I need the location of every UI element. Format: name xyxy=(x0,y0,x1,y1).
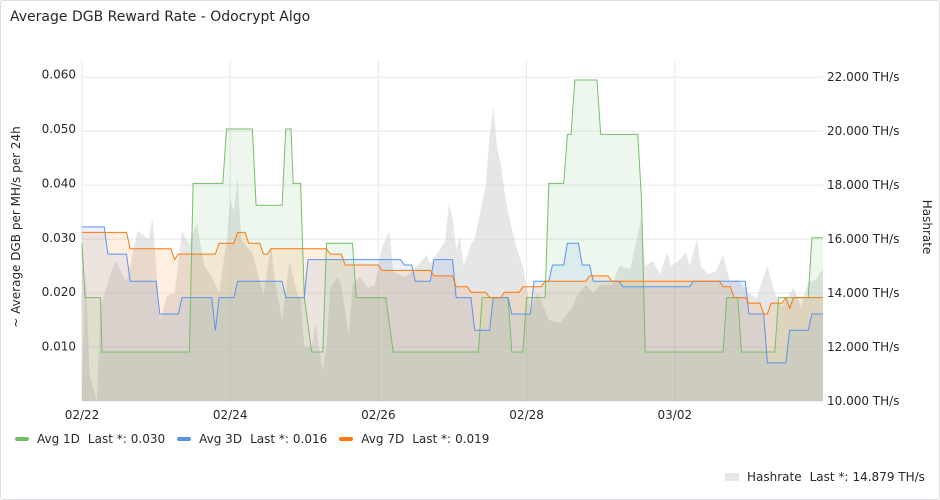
series-lines xyxy=(81,79,823,364)
x-tick-label: 02/28 xyxy=(509,408,544,421)
legend-swatch xyxy=(177,437,192,441)
x-tick-label: 02/24 xyxy=(213,408,248,421)
legend-label: Hashrate xyxy=(747,470,802,484)
y-right-tick-label: 14.000 TH/s xyxy=(827,286,899,300)
legend-swatch xyxy=(339,437,354,441)
y-right-tick-label: 12.000 TH/s xyxy=(827,340,899,354)
series-line-avg-3d xyxy=(82,226,823,364)
y-axis-right-label: Hashrate xyxy=(920,200,934,255)
legend-last-label: Last *: xyxy=(809,470,849,484)
legend-label: Avg 3D xyxy=(199,432,243,446)
legend-last-value: 0.019 xyxy=(455,432,490,446)
legend-swatch xyxy=(15,437,29,441)
grid xyxy=(81,61,823,402)
legend-hashrate[interactable]: Hashrate Last *: 14.879 TH/s xyxy=(725,470,925,484)
x-tick-label: 03/02 xyxy=(658,408,693,421)
y-left-tick-label: 0.060 xyxy=(42,68,76,82)
legend-swatch xyxy=(725,473,739,481)
chart-svg[interactable]: 10.000 TH/s 12.000 TH/s 14.000 TH/s 16.000 … xyxy=(1,1,939,421)
y-left-tick-label: 0.010 xyxy=(42,340,76,354)
y-right-tick-label: 22.000 TH/s xyxy=(827,70,899,84)
y-right-tick-label: 18.000 TH/s xyxy=(827,178,899,192)
legend-item-avg-1d[interactable]: Avg 1D Last *: 0.030 xyxy=(15,432,165,446)
x-tick-label: 02/26 xyxy=(361,408,396,421)
series-area-hashrate xyxy=(82,106,823,402)
legend-last-value: 14.879 TH/s xyxy=(852,470,925,484)
legend-last-label: Last *: xyxy=(87,432,127,446)
legend-item-avg-7d[interactable]: Avg 7D Last *: 0.019 xyxy=(339,432,489,446)
series-areas xyxy=(82,80,823,401)
legend: Avg 1D Last *: 0.030 Avg 3D Last *: 0.01… xyxy=(15,432,489,446)
legend-label: Avg 1D xyxy=(37,432,80,446)
y-right-tick-label: 10.000 TH/s xyxy=(827,394,899,408)
legend-last-label: Last *: xyxy=(250,432,289,446)
y-right-tick-label: 16.000 TH/s xyxy=(827,232,899,246)
legend-last-value: 0.016 xyxy=(292,432,328,446)
hashrate-area xyxy=(82,106,823,402)
legend-item-avg-3d[interactable]: Avg 3D Last *: 0.016 xyxy=(177,432,327,446)
y-right-tick-label: 20.000 TH/s xyxy=(827,124,899,138)
y-axis-left-label: ~ Average DGB per MH/s per 24h xyxy=(9,126,23,327)
series-line-avg-1d xyxy=(81,79,823,353)
legend-last-value: 0.030 xyxy=(130,432,166,446)
y-left-tick-label: 0.040 xyxy=(42,176,76,190)
series-line-avg-7d xyxy=(82,231,823,315)
y-left-tick-label: 0.030 xyxy=(42,231,76,245)
series-area-avg-3d xyxy=(82,226,823,401)
legend-label: Avg 7D xyxy=(361,432,405,446)
panel-title[interactable]: Average DGB Reward Rate - Odocrypt Algo xyxy=(10,9,311,25)
legend-last-label: Last *: xyxy=(412,432,452,446)
x-tick-label: 02/22 xyxy=(65,408,100,421)
series-area-avg-7d xyxy=(82,232,823,401)
y-left-tick-label: 0.050 xyxy=(42,122,76,136)
y-left-tick-label: 0.020 xyxy=(42,285,76,299)
series-area-avg-1d xyxy=(82,80,823,401)
axes: 10.000 TH/s 12.000 TH/s 14.000 TH/s 16.000 … xyxy=(42,68,900,421)
